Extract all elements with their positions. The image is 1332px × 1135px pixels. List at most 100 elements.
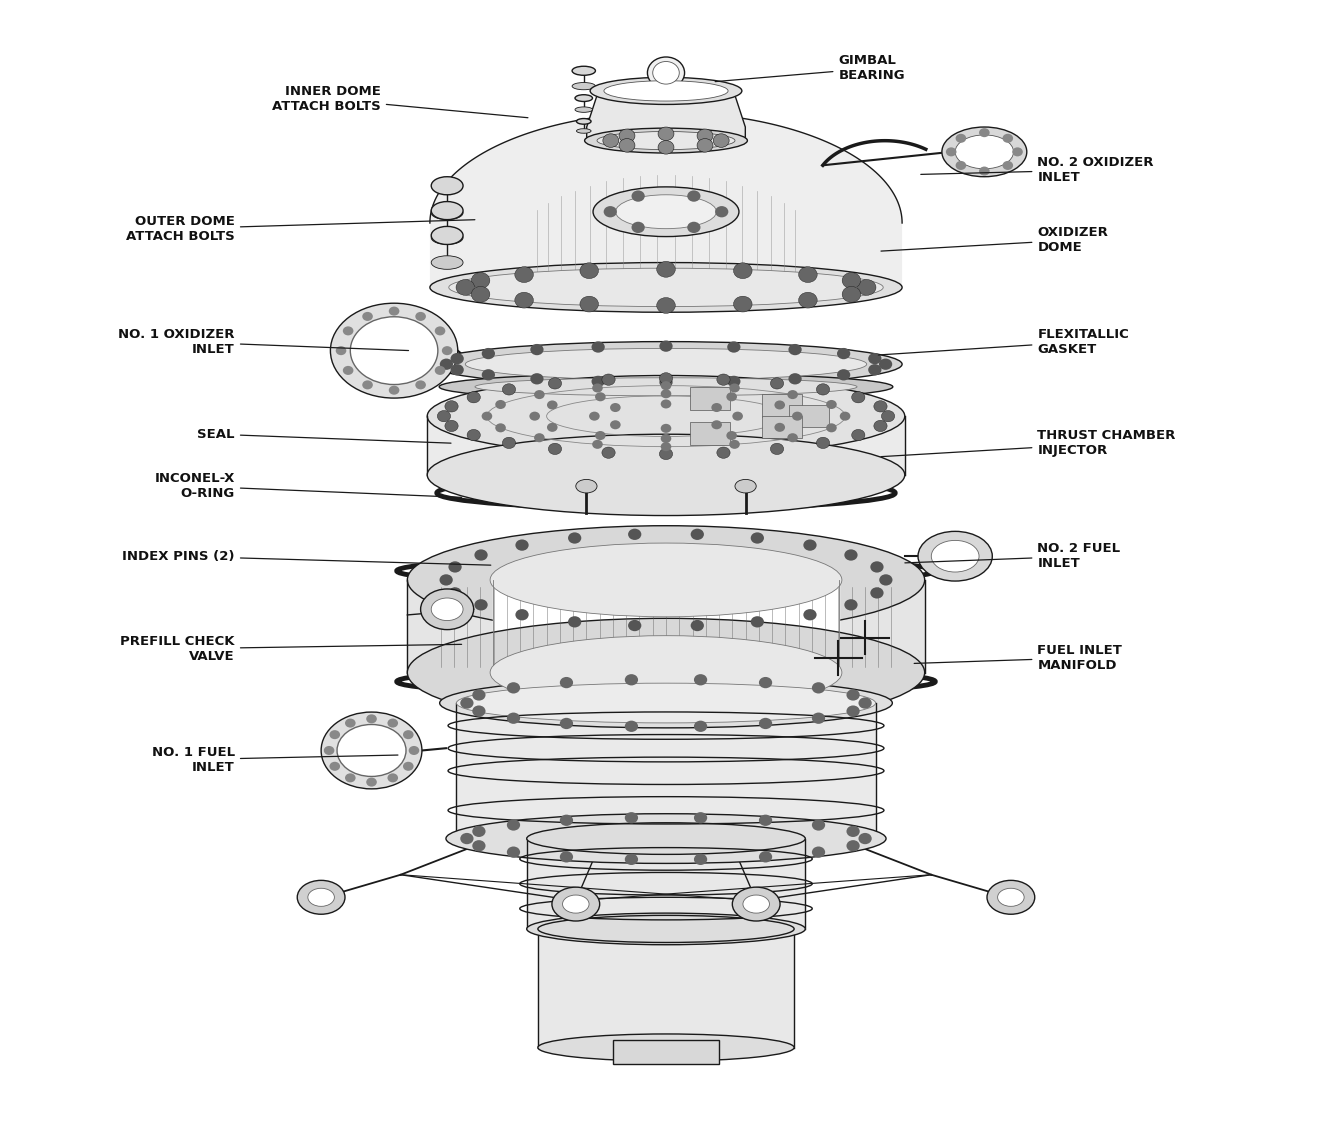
Circle shape [697, 138, 713, 152]
Ellipse shape [538, 1034, 794, 1061]
Circle shape [472, 286, 490, 302]
Circle shape [472, 272, 490, 288]
FancyBboxPatch shape [613, 1040, 719, 1065]
Circle shape [456, 279, 474, 295]
Circle shape [826, 423, 836, 432]
Circle shape [846, 840, 859, 851]
Circle shape [502, 384, 515, 395]
Circle shape [717, 447, 730, 459]
Circle shape [559, 851, 573, 863]
Ellipse shape [743, 896, 770, 914]
Circle shape [602, 373, 615, 385]
Ellipse shape [440, 679, 892, 728]
Circle shape [619, 129, 635, 143]
Circle shape [515, 539, 529, 550]
Circle shape [559, 815, 573, 826]
Circle shape [694, 854, 707, 865]
Circle shape [449, 587, 462, 598]
Circle shape [442, 346, 453, 355]
Circle shape [759, 717, 773, 729]
Circle shape [874, 401, 887, 412]
Circle shape [661, 381, 671, 390]
Circle shape [697, 129, 713, 143]
Ellipse shape [562, 896, 589, 914]
Circle shape [434, 327, 445, 336]
Circle shape [1003, 134, 1014, 143]
Circle shape [631, 191, 645, 202]
Ellipse shape [551, 888, 599, 920]
Ellipse shape [457, 683, 875, 723]
Ellipse shape [931, 540, 979, 572]
Circle shape [955, 161, 966, 170]
Circle shape [342, 365, 353, 375]
Circle shape [789, 344, 802, 355]
Circle shape [726, 431, 737, 440]
Ellipse shape [449, 268, 883, 306]
Circle shape [842, 272, 860, 288]
Ellipse shape [735, 479, 757, 493]
Circle shape [567, 616, 581, 628]
Ellipse shape [430, 262, 902, 312]
Circle shape [440, 574, 453, 586]
Circle shape [759, 676, 773, 688]
Circle shape [851, 392, 864, 403]
Ellipse shape [430, 342, 902, 387]
Circle shape [482, 369, 496, 380]
Text: INNER DOME
ATTACH BOLTS: INNER DOME ATTACH BOLTS [272, 85, 527, 118]
Circle shape [595, 431, 606, 440]
Circle shape [946, 148, 956, 157]
Circle shape [366, 714, 377, 723]
Ellipse shape [428, 435, 904, 515]
Circle shape [844, 599, 858, 611]
Circle shape [874, 420, 887, 431]
Text: INDEX PINS (2): INDEX PINS (2) [123, 549, 490, 565]
Circle shape [345, 718, 356, 728]
Circle shape [388, 718, 398, 728]
Circle shape [1003, 161, 1014, 170]
Circle shape [529, 412, 539, 421]
Ellipse shape [733, 888, 781, 920]
Polygon shape [430, 112, 902, 287]
Circle shape [579, 296, 598, 312]
Ellipse shape [330, 303, 458, 398]
Circle shape [836, 348, 850, 359]
Ellipse shape [421, 589, 474, 630]
Circle shape [404, 762, 414, 771]
Circle shape [751, 616, 765, 628]
Circle shape [549, 378, 562, 389]
Ellipse shape [432, 230, 464, 244]
Circle shape [619, 138, 635, 152]
Ellipse shape [955, 135, 1014, 169]
Ellipse shape [575, 94, 593, 101]
Circle shape [813, 847, 825, 858]
Circle shape [450, 353, 464, 364]
Circle shape [496, 400, 506, 409]
Ellipse shape [440, 373, 892, 401]
Circle shape [468, 392, 481, 403]
Circle shape [657, 261, 675, 277]
FancyBboxPatch shape [790, 405, 829, 428]
Ellipse shape [308, 889, 334, 907]
Circle shape [813, 713, 825, 724]
Ellipse shape [297, 881, 345, 914]
Circle shape [955, 134, 966, 143]
Ellipse shape [465, 348, 867, 380]
Circle shape [514, 267, 533, 283]
Circle shape [729, 384, 739, 393]
FancyBboxPatch shape [690, 422, 730, 445]
Circle shape [345, 773, 356, 782]
Circle shape [502, 437, 515, 448]
Ellipse shape [647, 57, 685, 89]
Circle shape [534, 434, 545, 443]
Circle shape [803, 539, 817, 550]
Ellipse shape [408, 526, 924, 634]
Circle shape [473, 840, 486, 851]
Ellipse shape [490, 543, 842, 616]
Circle shape [631, 221, 645, 233]
Circle shape [589, 412, 599, 421]
Circle shape [711, 403, 722, 412]
Circle shape [836, 369, 850, 380]
FancyBboxPatch shape [690, 387, 730, 410]
Circle shape [603, 207, 617, 218]
Circle shape [507, 847, 519, 858]
